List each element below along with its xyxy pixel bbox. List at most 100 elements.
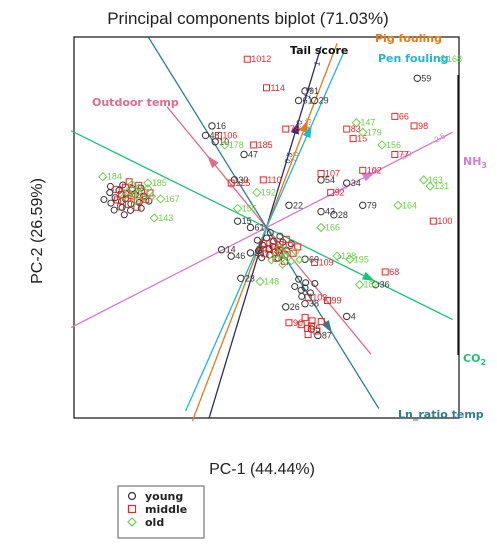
point-middle (317, 170, 325, 178)
point-middle (276, 241, 284, 249)
point-young (110, 206, 118, 214)
point-middle (307, 322, 315, 330)
point-old (316, 222, 326, 233)
point-middle (117, 203, 125, 211)
point-young (282, 303, 290, 311)
point-middle (391, 150, 399, 158)
point-middle (323, 297, 331, 305)
legend-label-young: young (145, 490, 183, 503)
point-label-old: 163 (428, 175, 443, 185)
point-label-young: 43 (325, 207, 335, 217)
point-label-old: 143 (158, 213, 173, 223)
point-young (285, 201, 293, 209)
point-old (232, 203, 243, 214)
point-label-young: 54 (325, 175, 335, 185)
point-old (419, 175, 429, 185)
point-label-young: 4 (351, 311, 356, 321)
vector-label-ln-ratio-temp: Ln_ratio temp (398, 408, 484, 421)
point-old (143, 178, 153, 188)
point-middle (410, 122, 418, 130)
vector-label-pig-fouling: Pig fouling (375, 32, 442, 45)
point-old (291, 247, 300, 256)
point-middle (301, 313, 309, 321)
point-old (438, 54, 448, 64)
point-young (317, 176, 325, 184)
point-middle (133, 203, 141, 211)
vector-labels: Tail score Pig fouling Pen fouling Outdoor … (92, 32, 487, 421)
point-old (134, 183, 144, 192)
point-young (100, 196, 108, 204)
point-label-young: 46 (235, 251, 245, 261)
point-young (317, 207, 325, 216)
vector-tick-nh3: 2.5 (433, 131, 447, 144)
point-label-young: 16 (216, 121, 226, 131)
point-young (343, 312, 351, 321)
vector-arrow-pen-fouling (302, 125, 312, 139)
point-old (267, 256, 276, 265)
point-middle (343, 125, 351, 133)
point-middle (243, 55, 251, 63)
point-label-middle: 98 (418, 121, 428, 131)
point-young (302, 279, 310, 287)
point-middle (304, 331, 312, 339)
point-middle (429, 217, 437, 225)
point-label-middle: 99 (331, 296, 341, 306)
point-young (120, 211, 128, 219)
point-label-middle: 107 (325, 169, 340, 179)
legend-label-old: old (145, 516, 164, 529)
point-young (359, 201, 367, 209)
point-young (137, 204, 145, 212)
point-middle (349, 135, 357, 143)
point-label-old: 185 (152, 178, 167, 188)
point-old (351, 118, 362, 128)
point-young (217, 246, 226, 254)
point-label-middle: 110 (267, 175, 281, 185)
point-old (143, 183, 153, 193)
point-middle (113, 196, 121, 204)
point-middle (135, 181, 143, 189)
point-young (301, 300, 309, 308)
point-old (220, 140, 230, 150)
point-label-young: 36 (380, 280, 390, 290)
point-young (343, 179, 351, 187)
point-label-old: 195 (354, 254, 369, 264)
point-old (139, 193, 148, 202)
vector-arrow-outdoor-temp (207, 155, 219, 169)
vector-label-tail-score: Tail score (290, 44, 348, 57)
point-label-young: 30 (238, 175, 248, 185)
point-middle (269, 237, 277, 245)
point-label-old: 164 (402, 200, 417, 210)
point-middle (327, 189, 335, 197)
vector-tick-pig-fouling: 1.0 (289, 150, 302, 164)
point-middle (214, 131, 222, 139)
point-young (291, 283, 299, 291)
point-middle (297, 321, 305, 329)
point-label-young: 91 (309, 86, 319, 96)
point-label-middle: 185 (258, 140, 273, 150)
point-label-old: 167 (165, 194, 180, 204)
vector-label-outdoor-temp: Outdoor temp (92, 96, 179, 109)
point-middle (128, 192, 136, 200)
point-label-old: 179 (367, 127, 382, 137)
point-label-middle: 114 (271, 83, 285, 93)
point-old (155, 194, 166, 204)
point-old (149, 213, 159, 223)
point-old (332, 251, 342, 261)
point-label-young: 38 (309, 299, 319, 309)
point-label-middle: 103 (312, 292, 327, 302)
vector-arrow-nh3 (361, 171, 376, 182)
vector-tick-tail-score: 0.5 (283, 151, 295, 165)
point-middle (124, 200, 132, 208)
point-label-old: 166 (325, 223, 340, 233)
point-old (354, 279, 365, 290)
point-label-middle: 102 (367, 165, 382, 175)
point-young (371, 280, 380, 289)
point-label-old: 178 (229, 140, 244, 150)
point-label-young: 5 (315, 324, 320, 334)
legend-marker-young (127, 491, 137, 501)
vector-tick-tail-score: 1.0 (293, 118, 305, 132)
vector-tick-outdoor-temp: 2 (227, 180, 237, 190)
point-young (266, 229, 274, 237)
